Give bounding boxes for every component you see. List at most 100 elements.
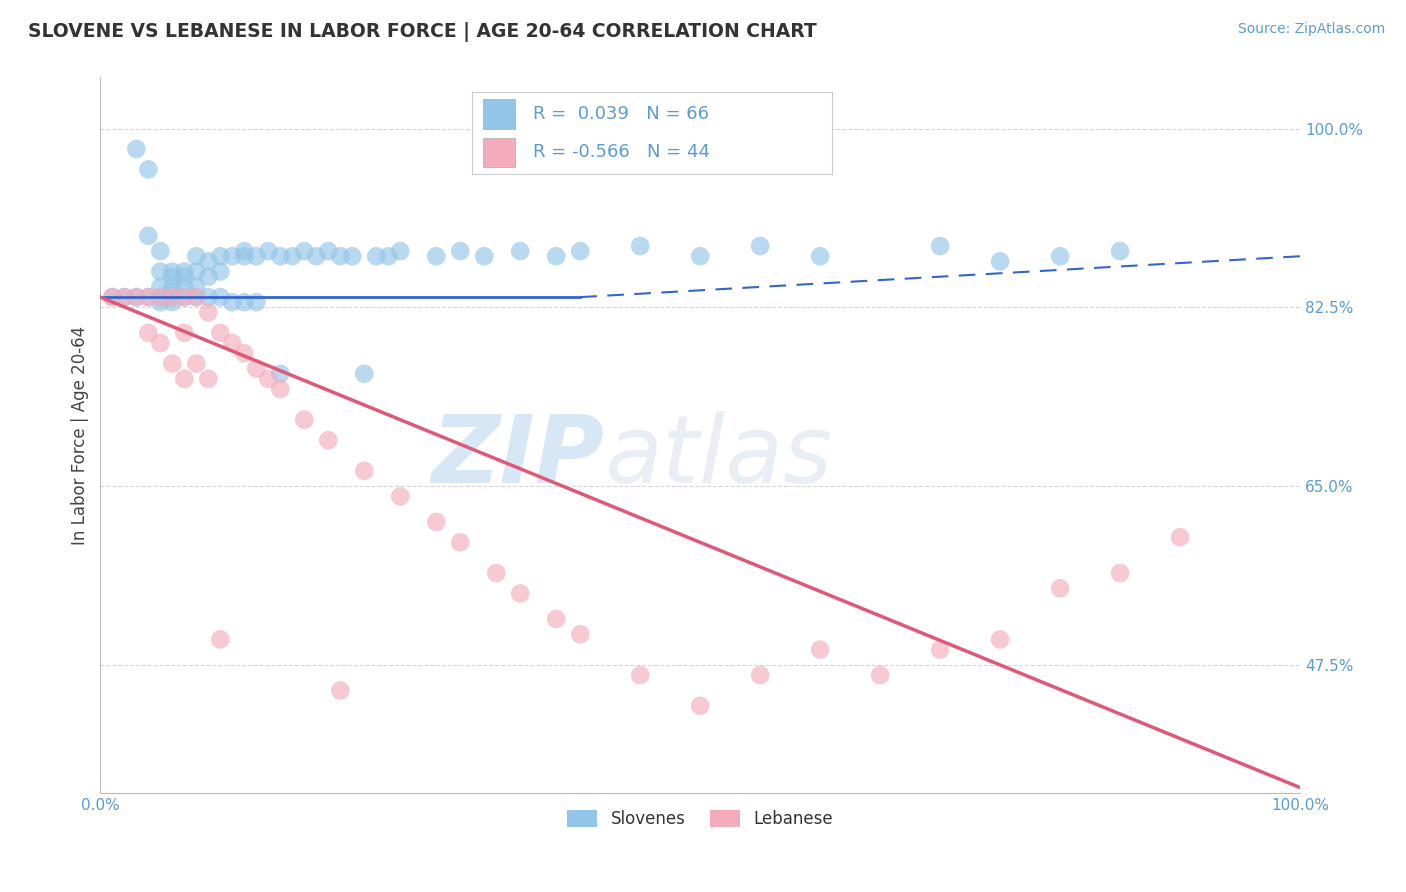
Point (209, 290, 232, 304)
Point (149, 295, 172, 310)
Point (197, 254, 219, 268)
Point (186, 249, 208, 263)
Point (125, 290, 148, 304)
Point (353, 464, 375, 478)
Point (808, 642, 831, 657)
Point (329, 249, 352, 263)
Point (209, 249, 232, 263)
Point (509, 586, 531, 600)
Point (197, 305, 219, 319)
Point (1049, 582, 1071, 596)
Point (197, 269, 219, 284)
Point (546, 249, 568, 263)
Point (173, 372, 195, 386)
Point (749, 668, 772, 682)
Point (173, 290, 195, 304)
Point (257, 244, 280, 259)
Point (628, 668, 651, 682)
Point (245, 361, 267, 376)
Point (569, 627, 592, 641)
Point (869, 668, 891, 682)
Point (269, 382, 291, 396)
Point (689, 249, 711, 263)
Legend: Slovenes, Lebanese: Slovenes, Lebanese (561, 803, 839, 834)
Point (209, 326, 232, 340)
Point (485, 566, 508, 580)
Point (149, 290, 172, 304)
Point (101, 290, 124, 304)
Point (269, 249, 291, 263)
Point (1109, 244, 1132, 259)
Point (197, 372, 219, 386)
Text: Source: ZipAtlas.com: Source: ZipAtlas.com (1237, 22, 1385, 37)
Point (186, 290, 208, 304)
Point (138, 290, 160, 304)
Point (749, 239, 772, 253)
Point (138, 326, 160, 340)
Point (138, 290, 160, 304)
Point (125, 142, 148, 156)
Point (112, 290, 135, 304)
Point (377, 249, 399, 263)
Point (149, 264, 172, 278)
Point (162, 290, 184, 304)
Point (209, 264, 232, 278)
Point (149, 280, 172, 294)
Point (316, 433, 339, 447)
Point (233, 346, 256, 360)
Point (472, 249, 495, 263)
Point (149, 290, 172, 304)
Point (209, 632, 232, 647)
Point (221, 295, 243, 310)
Point (162, 280, 184, 294)
Point (569, 244, 592, 259)
Point (929, 642, 952, 657)
Point (425, 249, 447, 263)
Point (173, 269, 195, 284)
Point (808, 249, 831, 263)
Point (509, 244, 531, 259)
Point (988, 632, 1011, 647)
Point (281, 249, 304, 263)
Point (162, 290, 184, 304)
Text: atlas: atlas (605, 411, 832, 502)
Point (1109, 566, 1132, 580)
Point (173, 290, 195, 304)
Text: SLOVENE VS LEBANESE IN LABOR FORCE | AGE 20-64 CORRELATION CHART: SLOVENE VS LEBANESE IN LABOR FORCE | AGE… (28, 22, 817, 42)
Point (389, 244, 412, 259)
Point (149, 244, 172, 259)
Point (162, 264, 184, 278)
Point (245, 295, 267, 310)
Point (138, 228, 160, 243)
Point (316, 244, 339, 259)
Point (173, 280, 195, 294)
Point (689, 698, 711, 713)
Point (138, 162, 160, 177)
Point (1168, 530, 1191, 544)
Point (162, 357, 184, 371)
Point (221, 336, 243, 351)
Point (186, 264, 208, 278)
Point (353, 367, 375, 381)
Point (221, 249, 243, 263)
Point (233, 244, 256, 259)
Point (233, 295, 256, 310)
Point (366, 249, 388, 263)
Point (186, 290, 208, 304)
Point (257, 372, 280, 386)
Point (112, 290, 135, 304)
Point (342, 249, 364, 263)
Point (162, 269, 184, 284)
Point (173, 264, 195, 278)
Point (1049, 249, 1071, 263)
Point (245, 249, 267, 263)
Point (305, 249, 328, 263)
Point (628, 239, 651, 253)
Point (292, 244, 315, 259)
Y-axis label: In Labor Force | Age 20-64: In Labor Force | Age 20-64 (72, 326, 89, 545)
Point (449, 244, 471, 259)
Point (186, 280, 208, 294)
Point (988, 254, 1011, 268)
Point (162, 295, 184, 310)
Point (186, 357, 208, 371)
